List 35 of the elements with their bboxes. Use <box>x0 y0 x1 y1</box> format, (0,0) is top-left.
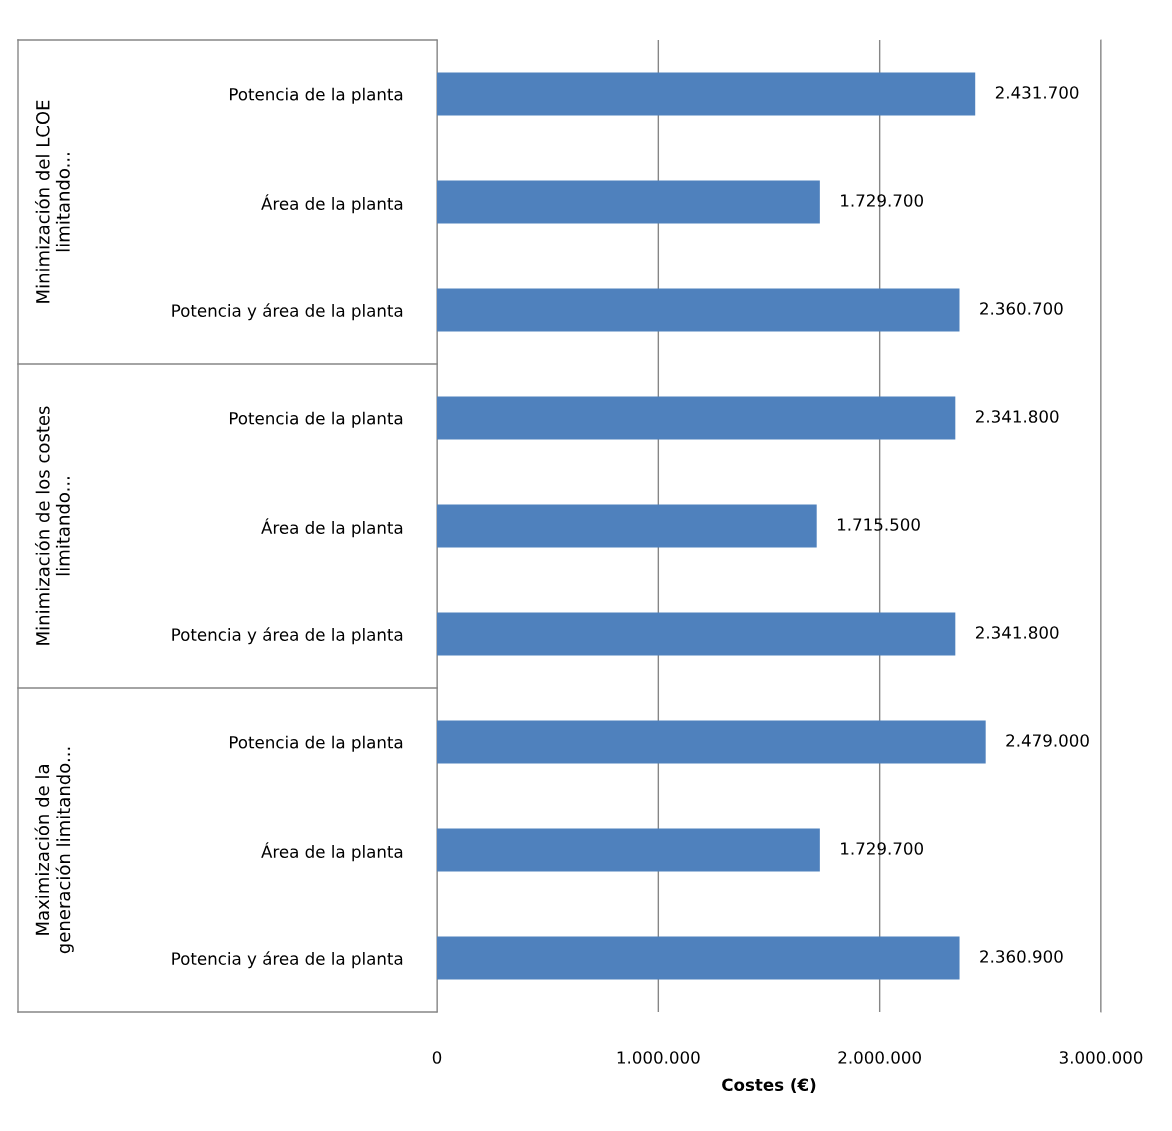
bar <box>437 828 820 872</box>
text: Minimización de los costes limitando... <box>34 406 70 645</box>
y-tick-label: Potencia y área de la planta <box>172 951 403 969</box>
bar <box>437 72 976 116</box>
x-tick-label: 1.000.000 <box>617 1051 700 1064</box>
data-label: 2.431.700 <box>995 86 1079 99</box>
data-label: 2.341.800 <box>975 626 1059 639</box>
bar <box>437 396 956 440</box>
x-tick-label: 0 <box>432 1051 442 1064</box>
y-tick-label: Potencia y área de la planta <box>172 303 403 321</box>
data-label: 1.729.700 <box>841 194 923 207</box>
data-label: 1.729.700 <box>841 842 923 855</box>
data-label: 1.715.500 <box>837 518 920 531</box>
x-tick-label: 2.000.000 <box>838 1051 921 1064</box>
bar <box>437 720 986 764</box>
x-axis-title: Costes (€) <box>722 1078 816 1093</box>
y-tick-label: Área de la planta <box>261 842 403 862</box>
bar <box>437 504 817 548</box>
data-label: 2.360.900 <box>980 950 1063 963</box>
y-tick-label: Área de la planta <box>261 194 403 214</box>
data-label: 2.341.800 <box>975 410 1059 423</box>
text: Minimización del LCOE limitando... <box>34 100 70 303</box>
y-tick-label: Potencia de la planta <box>229 87 403 104</box>
bar <box>437 936 960 980</box>
bar <box>437 180 820 224</box>
y-tick-label: Potencia de la planta <box>229 411 403 428</box>
data-label: 2.360.700 <box>980 302 1063 315</box>
bar <box>437 288 960 332</box>
bar <box>437 612 956 656</box>
text: Maximización de la generación limitando... <box>34 747 74 954</box>
y-tick-label: Área de la planta <box>261 518 403 538</box>
x-tick-label: 3.000.000 <box>1059 1051 1143 1064</box>
y-tick-label: Potencia de la planta <box>229 735 403 752</box>
data-label: 2.479.000 <box>1006 734 1089 747</box>
y-tick-label: Potencia y área de la planta <box>172 627 403 645</box>
